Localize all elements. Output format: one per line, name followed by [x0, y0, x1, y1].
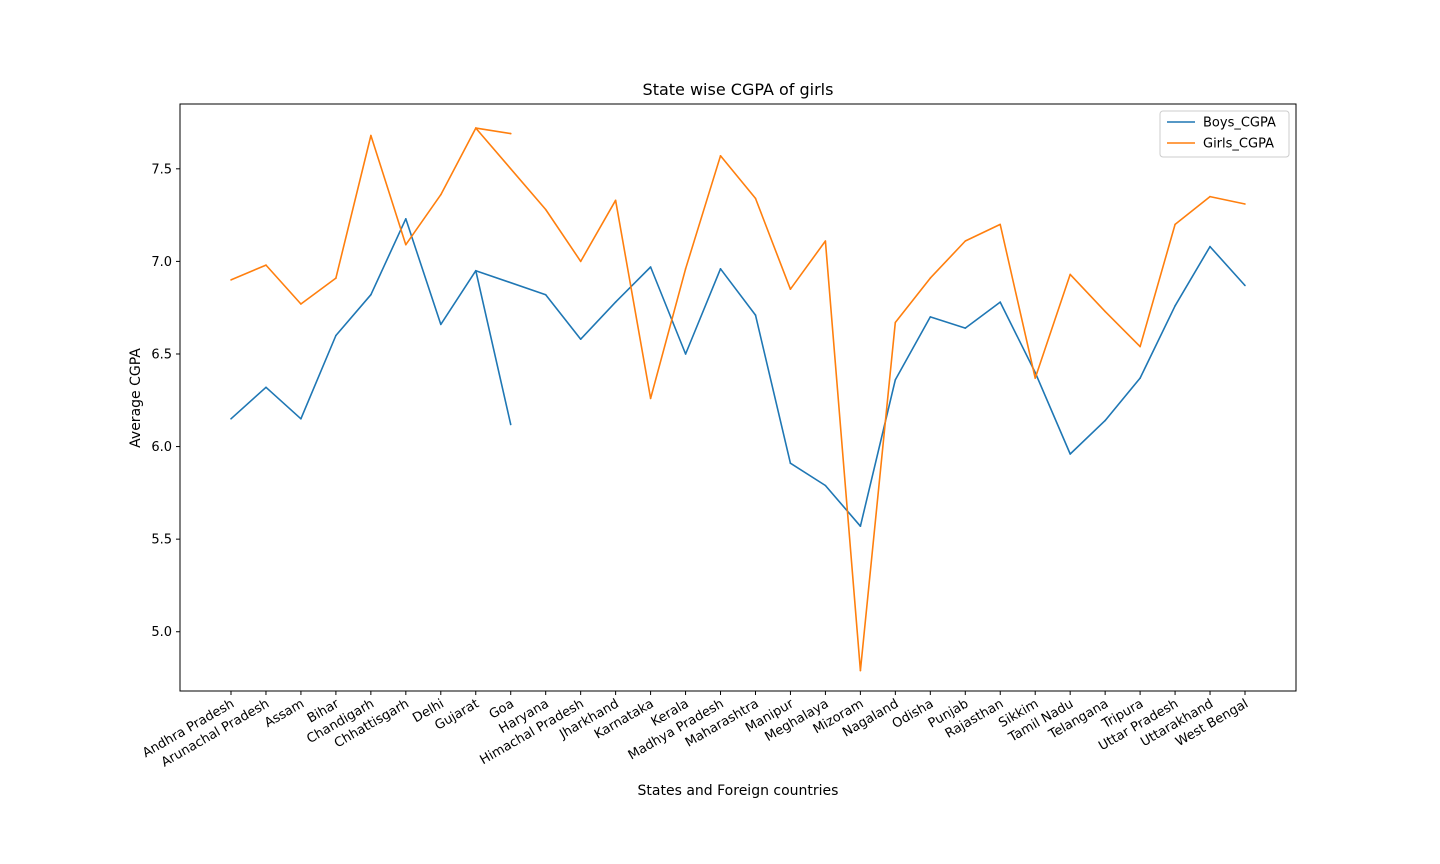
data-point	[509, 132, 512, 135]
data-point	[370, 134, 372, 137]
data-point	[579, 260, 582, 263]
data-point	[719, 268, 722, 270]
data-point	[894, 321, 897, 324]
data-point	[929, 316, 932, 318]
y-tick-label: 6.0	[151, 440, 172, 455]
data-point	[230, 418, 232, 420]
data-point	[1174, 305, 1176, 307]
data-point	[789, 288, 792, 291]
data-point	[440, 323, 442, 326]
data-point	[1174, 223, 1176, 226]
y-axis-label: Average CGPA	[128, 348, 144, 448]
y-tick-label: 6.5	[151, 347, 172, 362]
data-point	[265, 264, 267, 266]
data-point	[475, 269, 477, 272]
data-point	[300, 303, 302, 305]
y-axis: 5.0 5.5 6.0 6.5 7.0 7.5	[151, 162, 180, 640]
y-tick-label: 5.0	[151, 625, 172, 640]
legend-label: Boys_CGPA	[1203, 116, 1276, 131]
y-tick-label: 7.0	[151, 255, 172, 270]
data-point	[614, 199, 617, 202]
data-point	[1139, 377, 1141, 379]
x-tick-label: Assam	[262, 696, 307, 731]
x-axis-label: States and Foreign countries	[638, 783, 839, 799]
data-point	[440, 193, 442, 196]
data-point	[999, 301, 1001, 303]
data-point	[544, 208, 547, 211]
data-point	[509, 423, 512, 426]
data-point	[370, 293, 372, 296]
data-point	[964, 327, 967, 329]
data-point	[754, 314, 757, 316]
data-point	[719, 155, 722, 157]
data-point	[824, 240, 827, 242]
y-tick-label: 5.5	[151, 533, 172, 548]
data-point	[824, 484, 827, 487]
data-point	[1104, 310, 1106, 313]
data-point	[1209, 195, 1211, 198]
data-point	[684, 268, 687, 270]
data-point	[1069, 453, 1071, 455]
data-point	[544, 293, 547, 296]
data-point	[894, 379, 897, 381]
data-point	[964, 240, 967, 242]
data-point	[859, 669, 862, 672]
data-point	[1034, 377, 1036, 379]
data-point	[754, 197, 757, 200]
data-point	[859, 525, 862, 527]
data-point	[335, 334, 337, 337]
data-point	[335, 277, 337, 279]
data-point	[300, 418, 302, 420]
data-point	[405, 218, 407, 220]
data-point	[684, 353, 687, 355]
data-point	[1244, 203, 1246, 205]
plot-area	[179, 103, 1297, 692]
series-Boys_CGPA	[230, 218, 1246, 528]
data-point	[1104, 419, 1106, 422]
data-point	[999, 223, 1001, 226]
chart-title: State wise CGPA of girls	[643, 80, 834, 99]
data-point	[475, 127, 477, 129]
series-Girls_CGPA	[230, 127, 1246, 672]
data-point	[1209, 245, 1211, 248]
y-tick-label: 7.5	[151, 162, 172, 177]
data-point	[1069, 273, 1071, 276]
data-point	[230, 279, 232, 281]
data-point	[1244, 284, 1246, 287]
data-point	[789, 462, 792, 465]
data-point	[265, 386, 267, 389]
data-point	[929, 277, 932, 279]
data-point	[614, 301, 617, 303]
data-point	[649, 266, 652, 268]
data-point	[579, 338, 582, 341]
legend: Boys_CGPA Girls_CGPA	[1159, 110, 1290, 158]
data-point	[405, 243, 407, 246]
series-layer	[230, 127, 1246, 672]
data-point	[649, 397, 652, 400]
legend-label: Girls_CGPA	[1203, 137, 1274, 152]
data-point	[1139, 345, 1141, 348]
